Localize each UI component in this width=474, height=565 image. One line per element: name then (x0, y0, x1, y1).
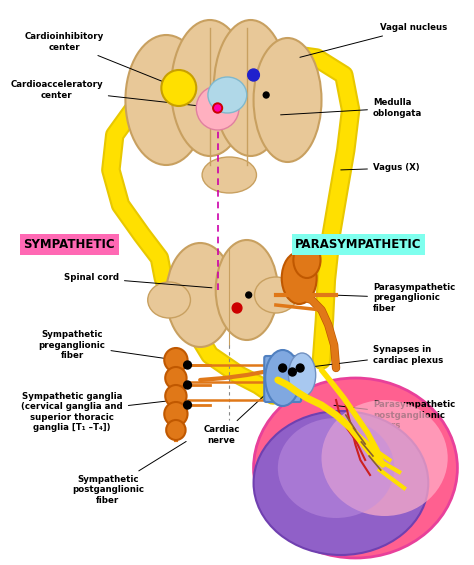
Ellipse shape (254, 38, 321, 162)
Ellipse shape (293, 242, 320, 278)
Ellipse shape (278, 418, 394, 518)
Text: Parasympathetic
preganglionic
fiber: Parasympathetic preganglionic fiber (334, 283, 455, 313)
Text: Spinal cord: Spinal cord (64, 273, 212, 288)
Text: Synapses in
cardiac plexus: Synapses in cardiac plexus (305, 345, 443, 368)
Ellipse shape (126, 35, 207, 165)
Text: PARASYMPATHETIC: PARASYMPATHETIC (295, 238, 422, 251)
Circle shape (183, 401, 191, 409)
Text: Sympathetic
preganglionic
fiber: Sympathetic preganglionic fiber (38, 330, 173, 360)
Text: Cardioacceleratory
center: Cardioacceleratory center (10, 80, 215, 108)
Ellipse shape (289, 353, 316, 397)
Circle shape (161, 70, 196, 106)
Text: Sympathetic ganglia
(cervical ganglia and
superior thoracic
ganglia [T₁ –T₄]): Sympathetic ganglia (cervical ganglia an… (21, 392, 173, 432)
Ellipse shape (282, 252, 317, 304)
Circle shape (165, 367, 187, 389)
Ellipse shape (321, 400, 448, 516)
Ellipse shape (171, 20, 249, 156)
Circle shape (232, 303, 242, 313)
Text: SYMPATHETIC: SYMPATHETIC (24, 238, 115, 251)
Ellipse shape (255, 277, 297, 313)
Ellipse shape (166, 243, 234, 347)
Text: Sympathetic
postganglionic
fiber: Sympathetic postganglionic fiber (72, 441, 186, 505)
Circle shape (213, 103, 222, 113)
Text: Vagal nucleus: Vagal nucleus (300, 24, 447, 57)
Text: Medulla
oblongata: Medulla oblongata (281, 98, 422, 118)
Circle shape (246, 292, 252, 298)
Circle shape (279, 364, 287, 372)
Circle shape (248, 69, 259, 81)
Text: Cardioinhibitory
center: Cardioinhibitory center (25, 32, 176, 87)
Text: Parasympathetic
postganglionic
fibers: Parasympathetic postganglionic fibers (334, 400, 455, 430)
Circle shape (164, 348, 188, 372)
Ellipse shape (265, 350, 300, 406)
Text: Cardiac
nerve: Cardiac nerve (203, 394, 266, 445)
Ellipse shape (254, 378, 457, 558)
Circle shape (215, 105, 220, 111)
Circle shape (164, 402, 188, 426)
FancyBboxPatch shape (264, 356, 301, 402)
Circle shape (166, 420, 186, 440)
Ellipse shape (202, 157, 256, 193)
Ellipse shape (148, 282, 191, 318)
Circle shape (183, 361, 191, 369)
Circle shape (296, 364, 304, 372)
Text: Vagus (X): Vagus (X) (341, 163, 419, 172)
Ellipse shape (216, 240, 278, 340)
Circle shape (165, 385, 187, 407)
Circle shape (183, 381, 191, 389)
Circle shape (263, 92, 269, 98)
Ellipse shape (214, 20, 288, 156)
Ellipse shape (208, 77, 247, 113)
Circle shape (289, 368, 296, 376)
Ellipse shape (196, 86, 239, 130)
Ellipse shape (254, 411, 428, 555)
